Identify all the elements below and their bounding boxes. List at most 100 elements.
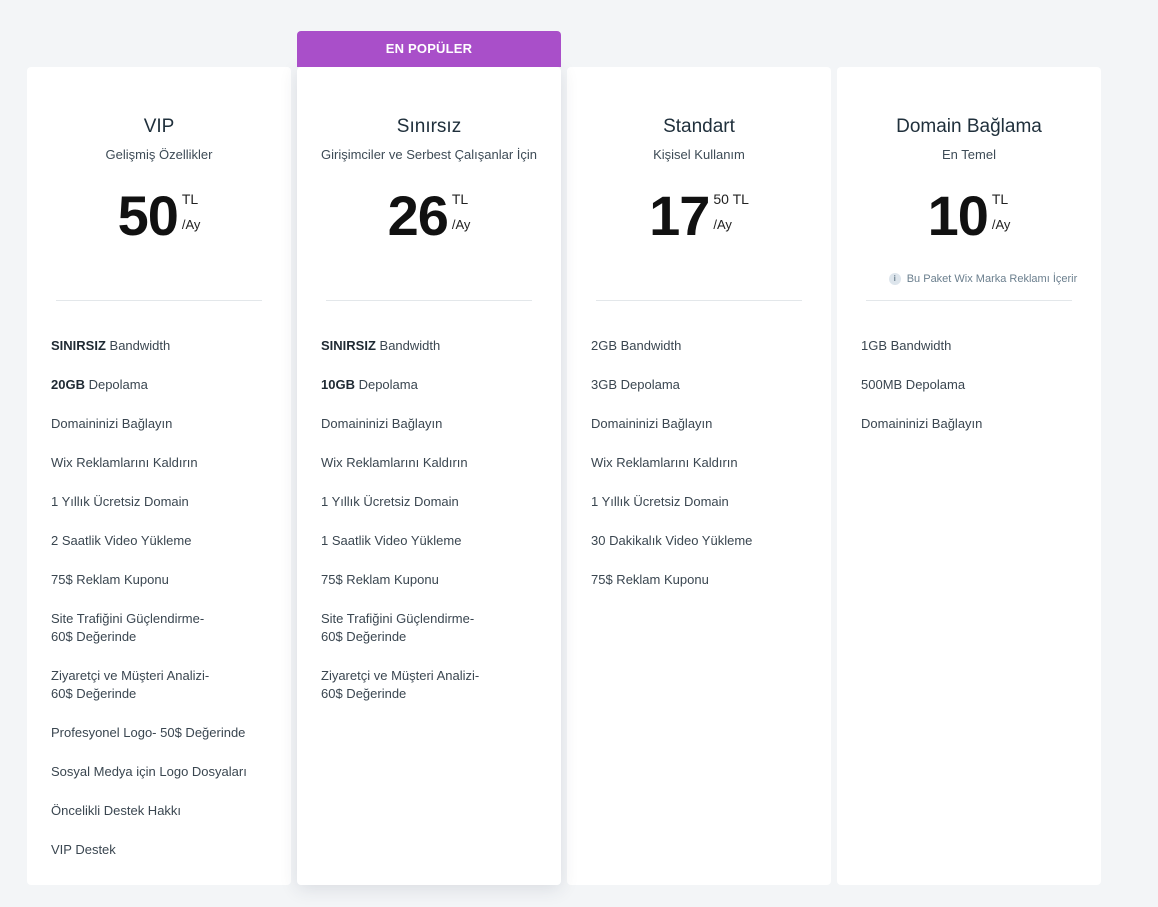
plan-price: 10 TL /Ay — [837, 185, 1101, 247]
feature-text: VIP Destek — [51, 842, 116, 857]
plan-price: 26 TL /Ay — [297, 185, 561, 247]
info-icon[interactable]: i — [888, 273, 901, 285]
price-amount: 50 — [117, 184, 179, 247]
feature-item: 1 Yıllık Ücretsiz Domain — [51, 493, 271, 511]
feature-text: Ziyaretçi ve Müşteri Analizi- 60$ Değeri… — [321, 668, 480, 701]
feature-item: Domaininizi Bağlayın — [591, 415, 811, 433]
plan-price: 17 50 TL /Ay — [567, 185, 831, 247]
feature-text: Bandwidth — [105, 338, 171, 353]
divider — [56, 300, 262, 301]
plan-subtitle: Girişimciler ve Serbest Çalışanlar İçin — [320, 147, 537, 162]
feature-text: 30 Dakikalık Video Yükleme — [591, 533, 753, 548]
feature-text: Domaininizi Bağlayın — [321, 416, 443, 431]
feature-item: SINIRSIZ Bandwidth — [51, 337, 271, 355]
plan-card-domain-bag-lama[interactable]: Domain Bağlama En Temel 10 TL /Ay i Bu Pa… — [837, 67, 1101, 885]
plan-card-s-n-rs-z[interactable]: EN POPÜLER Sınırsız Girişimciler ve Serbe… — [297, 31, 561, 885]
feature-item: Wix Reklamlarını Kaldırın — [321, 454, 541, 472]
feature-text: Bandwidth — [375, 338, 441, 353]
plan-title: Standart — [663, 116, 735, 137]
feature-text: Domaininizi Bağlayın — [51, 416, 173, 431]
plan-note: i Bu Paket Wix Marka Reklamı İçerir — [837, 273, 1101, 285]
plan-card-vip[interactable]: VIP Gelişmiş Özellikler 50 TL /Ay SINIRS… — [27, 67, 291, 885]
price-unit: TL /Ay — [452, 185, 471, 247]
feature-item: VIP Destek — [51, 841, 271, 859]
popular-badge: EN POPÜLER — [297, 31, 561, 67]
feature-list: SINIRSIZ Bandwidth 20GB Depolama Domainini… — [51, 337, 271, 880]
feature-text: Ziyaretçi ve Müşteri Analizi- 60$ Değeri… — [51, 668, 210, 701]
feature-highlight: 10GB — [321, 377, 355, 392]
billing-period: /Ay — [713, 217, 732, 232]
feature-item: 20GB Depolama — [51, 376, 271, 394]
divider — [866, 300, 1072, 301]
feature-item: Sosyal Medya için Logo Dosyaları — [51, 763, 271, 781]
divider — [596, 300, 802, 301]
feature-item: Domaininizi Bağlayın — [321, 415, 541, 433]
feature-highlight: SINIRSIZ — [321, 338, 376, 353]
feature-highlight: 20GB — [51, 377, 85, 392]
feature-list: SINIRSIZ Bandwidth 10GB Depolama Domainini… — [321, 337, 541, 724]
feature-item: 1GB Bandwidth — [861, 337, 1081, 355]
feature-text: Site Trafiğini Güçlendirme- 60$ Değerind… — [321, 611, 475, 644]
feature-item: Öncelikli Destek Hakkı — [51, 802, 271, 820]
plan-price: 50 TL /Ay — [27, 185, 291, 247]
feature-item: Ziyaretçi ve Müşteri Analizi- 60$ Değeri… — [51, 667, 271, 703]
billing-period: /Ay — [991, 217, 1011, 232]
feature-item: 1 Yıllık Ücretsiz Domain — [321, 493, 541, 511]
feature-item: Wix Reklamlarını Kaldırın — [51, 454, 271, 472]
feature-text: 1 Yıllık Ücretsiz Domain — [321, 494, 459, 509]
feature-item: 2GB Bandwidth — [591, 337, 811, 355]
feature-item: 500MB Depolama — [861, 376, 1081, 394]
feature-item: Ziyaretçi ve Müşteri Analizi- 60$ Değeri… — [321, 667, 541, 703]
feature-item: Domaininizi Bağlayın — [861, 415, 1081, 433]
price-amount: 17 — [649, 184, 710, 247]
feature-text: 1 Saatlik Video Yükleme — [321, 533, 462, 548]
feature-text: 1 Yıllık Ücretsiz Domain — [51, 494, 189, 509]
feature-item: 10GB Depolama — [321, 376, 541, 394]
feature-text: 500MB Depolama — [861, 377, 966, 392]
feature-text: 2GB Bandwidth — [591, 338, 682, 353]
feature-text: 3GB Depolama — [591, 377, 680, 392]
price-amount: 10 — [927, 184, 989, 247]
feature-item: Wix Reklamlarını Kaldırın — [591, 454, 811, 472]
feature-text: Depolama — [84, 377, 148, 392]
feature-item: 3GB Depolama — [591, 376, 811, 394]
feature-text: 75$ Reklam Kuponu — [591, 572, 709, 587]
feature-list: 2GB Bandwidth 3GB Depolama Domaininizi Bağ… — [591, 337, 811, 610]
feature-text: 1 Yıllık Ücretsiz Domain — [591, 494, 729, 509]
feature-highlight: SINIRSIZ — [51, 338, 106, 353]
feature-text: Site Trafiğini Güçlendirme- 60$ Değerind… — [51, 611, 205, 644]
feature-item: 1 Saatlik Video Yükleme — [321, 532, 541, 550]
plan-subtitle: Gelişmiş Özellikler — [105, 147, 213, 162]
feature-item: Profesyonel Logo- 50$ Değerinde — [51, 724, 271, 742]
feature-item: 75$ Reklam Kuponu — [591, 571, 811, 589]
feature-item: Site Trafiğini Güçlendirme- 60$ Değerind… — [51, 610, 271, 646]
feature-text: 75$ Reklam Kuponu — [51, 572, 169, 587]
feature-text: Öncelikli Destek Hakkı — [51, 803, 182, 818]
plan-title: VIP — [143, 116, 175, 137]
feature-text: Wix Reklamlarını Kaldırın — [321, 455, 468, 470]
feature-text: 2 Saatlik Video Yükleme — [51, 533, 192, 548]
billing-period: /Ay — [451, 217, 471, 232]
feature-text: Wix Reklamlarını Kaldırın — [51, 455, 198, 470]
feature-item: 30 Dakikalık Video Yükleme — [591, 532, 811, 550]
feature-text: Depolama — [354, 377, 418, 392]
plan-subtitle: Kişisel Kullanım — [653, 147, 745, 162]
price-unit: TL /Ay — [182, 185, 201, 247]
plan-subtitle: En Temel — [942, 147, 996, 162]
feature-item: 2 Saatlik Video Yükleme — [51, 532, 271, 550]
feature-text: 1GB Bandwidth — [861, 338, 952, 353]
plan-card-standart[interactable]: Standart Kişisel Kullanım 17 50 TL /Ay 2… — [567, 67, 831, 885]
divider — [326, 300, 532, 301]
feature-text: Sosyal Medya için Logo Dosyaları — [51, 764, 247, 779]
feature-text: Wix Reklamlarını Kaldırın — [591, 455, 738, 470]
feature-item: Site Trafiğini Güçlendirme- 60$ Değerind… — [321, 610, 541, 646]
price-amount: 26 — [387, 184, 449, 247]
feature-item: 75$ Reklam Kuponu — [321, 571, 541, 589]
feature-item: SINIRSIZ Bandwidth — [321, 337, 541, 355]
feature-text: Profesyonel Logo- 50$ Değerinde — [51, 725, 246, 740]
feature-item: 1 Yıllık Ücretsiz Domain — [591, 493, 811, 511]
feature-item: Domaininizi Bağlayın — [51, 415, 271, 433]
billing-period: /Ay — [181, 217, 201, 232]
feature-text: Domaininizi Bağlayın — [591, 416, 713, 431]
plan-title: Sınırsız — [396, 116, 462, 137]
